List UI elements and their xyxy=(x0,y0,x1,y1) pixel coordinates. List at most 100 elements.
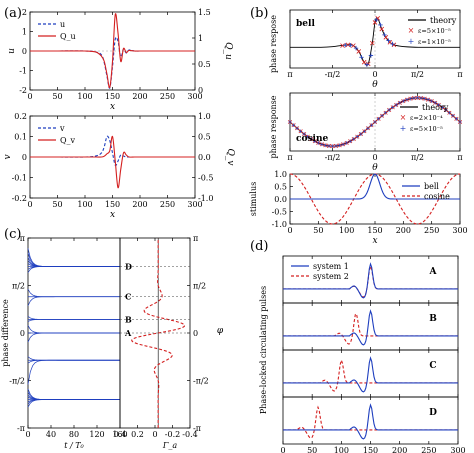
panel-a2-xtick-label: 100 xyxy=(77,200,92,209)
panel-b1-annotation: bell xyxy=(296,19,315,29)
panel-b2-point-eps5e-5 xyxy=(397,101,402,105)
panel-c1-trajectory xyxy=(27,257,120,267)
panel-b2-legend-eps2: ε=5×10⁻⁵ xyxy=(410,125,443,133)
panel-a1-ylabel: u xyxy=(7,48,17,54)
panel-b1-point-eps1e-5 xyxy=(368,53,374,58)
panel-b2-point-eps5e-5 xyxy=(344,141,349,145)
panel-a2-xtick-label: 300 xyxy=(187,200,202,209)
panel-c2-fixed-point-B: B xyxy=(125,314,132,324)
panel-c1-trajectory xyxy=(27,325,120,334)
panel-c2-xtick-label: 0.4 xyxy=(114,430,127,439)
panel-b2-point-eps5e-5 xyxy=(288,120,292,124)
panel-a1-ytick-label: -2 xyxy=(19,86,27,95)
panel-c2-xtick-label: -0.2 xyxy=(165,430,180,439)
panel-b2-point-eps5e-5 xyxy=(359,132,363,136)
panel-b2-point-eps5e-5 xyxy=(362,129,367,134)
panel-label-a: (a) xyxy=(4,6,22,21)
panel-b2-point-eps5e-5 xyxy=(295,126,299,131)
panel-b2-point-eps5e-5 xyxy=(309,137,314,141)
panel-a1-y2tick-label: 0 xyxy=(198,86,203,95)
panel-b2-point-eps5e-5 xyxy=(394,103,399,107)
panel-b1-point-eps1e-5 xyxy=(386,38,391,43)
panel-label-c: (c) xyxy=(4,227,21,242)
panel-a2-series-v xyxy=(30,135,195,167)
panel-c1-trajectory xyxy=(27,316,120,320)
panel-d-sub-C-system1 xyxy=(283,356,458,393)
panel-b2-point-eps5e-5 xyxy=(373,120,377,124)
panel-c2-xtick-label: 0.2 xyxy=(131,430,144,439)
panel-b2-point-eps5e-5 xyxy=(312,139,317,143)
panel-b2-legend-theory-text: theory xyxy=(422,103,449,112)
panel-a1-ytick-label: 1 xyxy=(22,28,27,37)
panel-b2-point-eps5e-5 xyxy=(298,129,303,134)
panel-b2-point-eps5e-5 xyxy=(390,105,395,110)
panel-b2-point-eps5e-5 xyxy=(436,103,441,107)
panel-d-sub-D-xtick-label: 50 xyxy=(307,446,317,453)
panel-b2-xtick-label: 0 xyxy=(372,153,377,162)
panel-b1-point-eps5e-5 xyxy=(361,59,367,65)
panel-c1-ytick-label: 0 xyxy=(20,329,25,338)
panel-a2-ytick-label: 0 xyxy=(22,153,27,162)
panel-a1-xtick-label: 0 xyxy=(27,92,32,101)
panel-a2-y2tick-label: 0.0 xyxy=(198,153,211,162)
panel-c1-trajectory xyxy=(27,394,120,400)
panel-b1-point-eps1e-5 xyxy=(378,22,383,28)
panel-b2-point-eps5e-5 xyxy=(383,110,388,115)
panel-a2-xtick-label: 50 xyxy=(52,200,62,209)
panel-a1-ytick-label: 2 xyxy=(22,8,27,17)
panel-c1-trajectory xyxy=(27,359,120,385)
panel-b3-ytick-label: 0.5 xyxy=(274,183,287,192)
panel-c1-ytick-label: -π xyxy=(17,424,25,433)
panel-b3-xtick-label: 100 xyxy=(339,226,354,235)
panel-b1-legend-eps2: ε=1×10⁻⁵ xyxy=(418,38,451,46)
panel-b2-point-eps5e-5 xyxy=(454,117,459,121)
panel-b1-xtick-label: π xyxy=(287,70,292,79)
panel-d-sub-D-xtick-label: 300 xyxy=(450,446,465,453)
panel-a2-ytick-label: -0.1 xyxy=(12,174,27,183)
panel-b2-point-eps5e-5 xyxy=(458,120,462,124)
panel-b2-point-eps5e-5 xyxy=(291,123,296,127)
panel-b1-xtick-label: 0 xyxy=(372,70,377,79)
panel-b1-xlabel: θ xyxy=(372,80,378,90)
panel-c2-y2tick-label: -π/2 xyxy=(193,377,209,386)
panel-a2-xtick-label: 150 xyxy=(105,200,120,209)
panel-b3-xtick-label: 0 xyxy=(287,226,292,235)
panel-a1-xtick-label: 100 xyxy=(77,92,92,101)
panel-b1-point-eps5e-5 xyxy=(351,43,356,48)
panel-b2-point-eps5e-5 xyxy=(348,139,353,143)
panel-b2-point-eps5e-5 xyxy=(351,137,356,141)
panel-b2-point-eps5e-5 xyxy=(330,144,335,148)
panel-b2-point-eps5e-5 xyxy=(433,101,438,105)
panel-a1-series-qu xyxy=(30,13,195,89)
panel-b2-xtick-label: π xyxy=(287,153,292,162)
panel-d-legend-system1-text: system 1 xyxy=(313,262,349,271)
panel-c2-y2tick-label: π/2 xyxy=(193,282,206,291)
panel-a1-xtick-label: 300 xyxy=(187,92,202,101)
panel-b2-point-eps5e-5 xyxy=(302,132,306,136)
panel-b2-point-eps5e-5 xyxy=(355,134,360,139)
panel-d-sub-C-label: C xyxy=(429,361,436,371)
panel-a1-legend-qu-text: Q_u xyxy=(60,32,76,41)
panel-b2-point-eps5e-5 xyxy=(405,97,409,102)
panel-d-sub-D-xtick-label: 250 xyxy=(421,446,436,453)
panel-a1-y2tick-label: 1.5 xyxy=(198,8,211,17)
panel-a2-ytick-label: -0.2 xyxy=(12,194,27,203)
panel-b1-xtick-label: π/2 xyxy=(411,70,424,79)
panel-c1-trajectory xyxy=(27,260,120,267)
panel-b2-point-eps5e-5 xyxy=(447,110,452,115)
panel-b2-xtick-label: -π/2 xyxy=(325,153,341,162)
panel-a2-ytick-label: 0.2 xyxy=(14,112,27,121)
panel-c1-trajectory xyxy=(27,399,120,405)
panel-b2-legend-plus-marker: + xyxy=(400,124,407,133)
panel-a2-ylabel: v xyxy=(3,154,13,159)
panel-b2-point-eps5e-5 xyxy=(444,108,448,112)
panel-d-ylabel: Phase-locked circulating pulses xyxy=(259,286,268,414)
panel-b2-point-eps5e-5 xyxy=(380,113,384,118)
panel-d-sub-D-system2 xyxy=(283,405,458,439)
panel-a2-ytick-label: 0.1 xyxy=(14,133,27,142)
panel-b1-point-eps1e-5 xyxy=(343,43,348,48)
panel-b2-point-eps5e-5 xyxy=(415,96,420,100)
panel-b2-point-eps5e-5 xyxy=(401,99,406,103)
panel-b2-point-eps5e-5 xyxy=(419,96,423,100)
